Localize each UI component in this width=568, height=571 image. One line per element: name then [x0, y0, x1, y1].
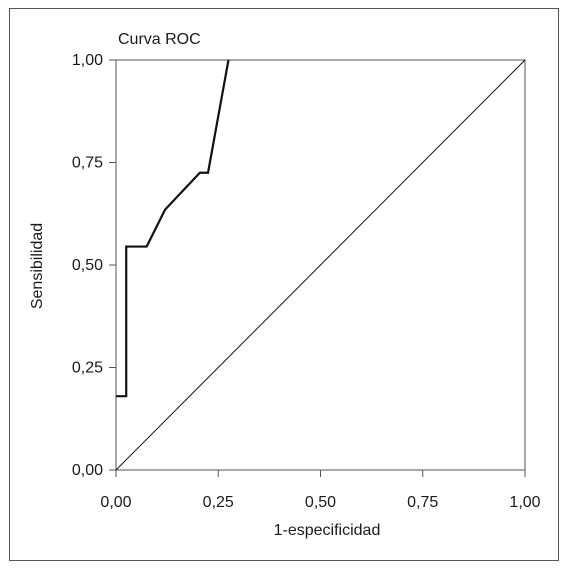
x-tick-label: 1,00 [509, 494, 540, 511]
chart-frame [9, 8, 559, 561]
series-layer [115, 59, 526, 471]
y-tick-label: 1,00 [72, 52, 103, 69]
y-axis-label: Sensibilidad [29, 223, 46, 309]
y-tick-label: 0,50 [72, 257, 103, 274]
x-axis-ticks: 0,00 0,25 0,50 0,75 1,00 [100, 470, 541, 511]
y-tick-label: 0,75 [72, 155, 103, 172]
x-tick-label: 0,00 [100, 494, 131, 511]
x-tick-label: 0,25 [203, 494, 234, 511]
y-tick-label: 0,25 [72, 360, 103, 377]
y-tick-label: 0,00 [72, 462, 103, 479]
roc-curve-line [116, 59, 230, 398]
x-tick-label: 0,50 [305, 494, 336, 511]
x-tick-label: 0,75 [407, 494, 438, 511]
y-axis-ticks: 0,00 0,25 0,50 0,75 1,00 [72, 52, 116, 479]
reference-diagonal-line [115, 59, 526, 471]
x-axis-label: 1-especificidad [274, 522, 381, 539]
chart-title: Curva ROC [118, 31, 201, 48]
